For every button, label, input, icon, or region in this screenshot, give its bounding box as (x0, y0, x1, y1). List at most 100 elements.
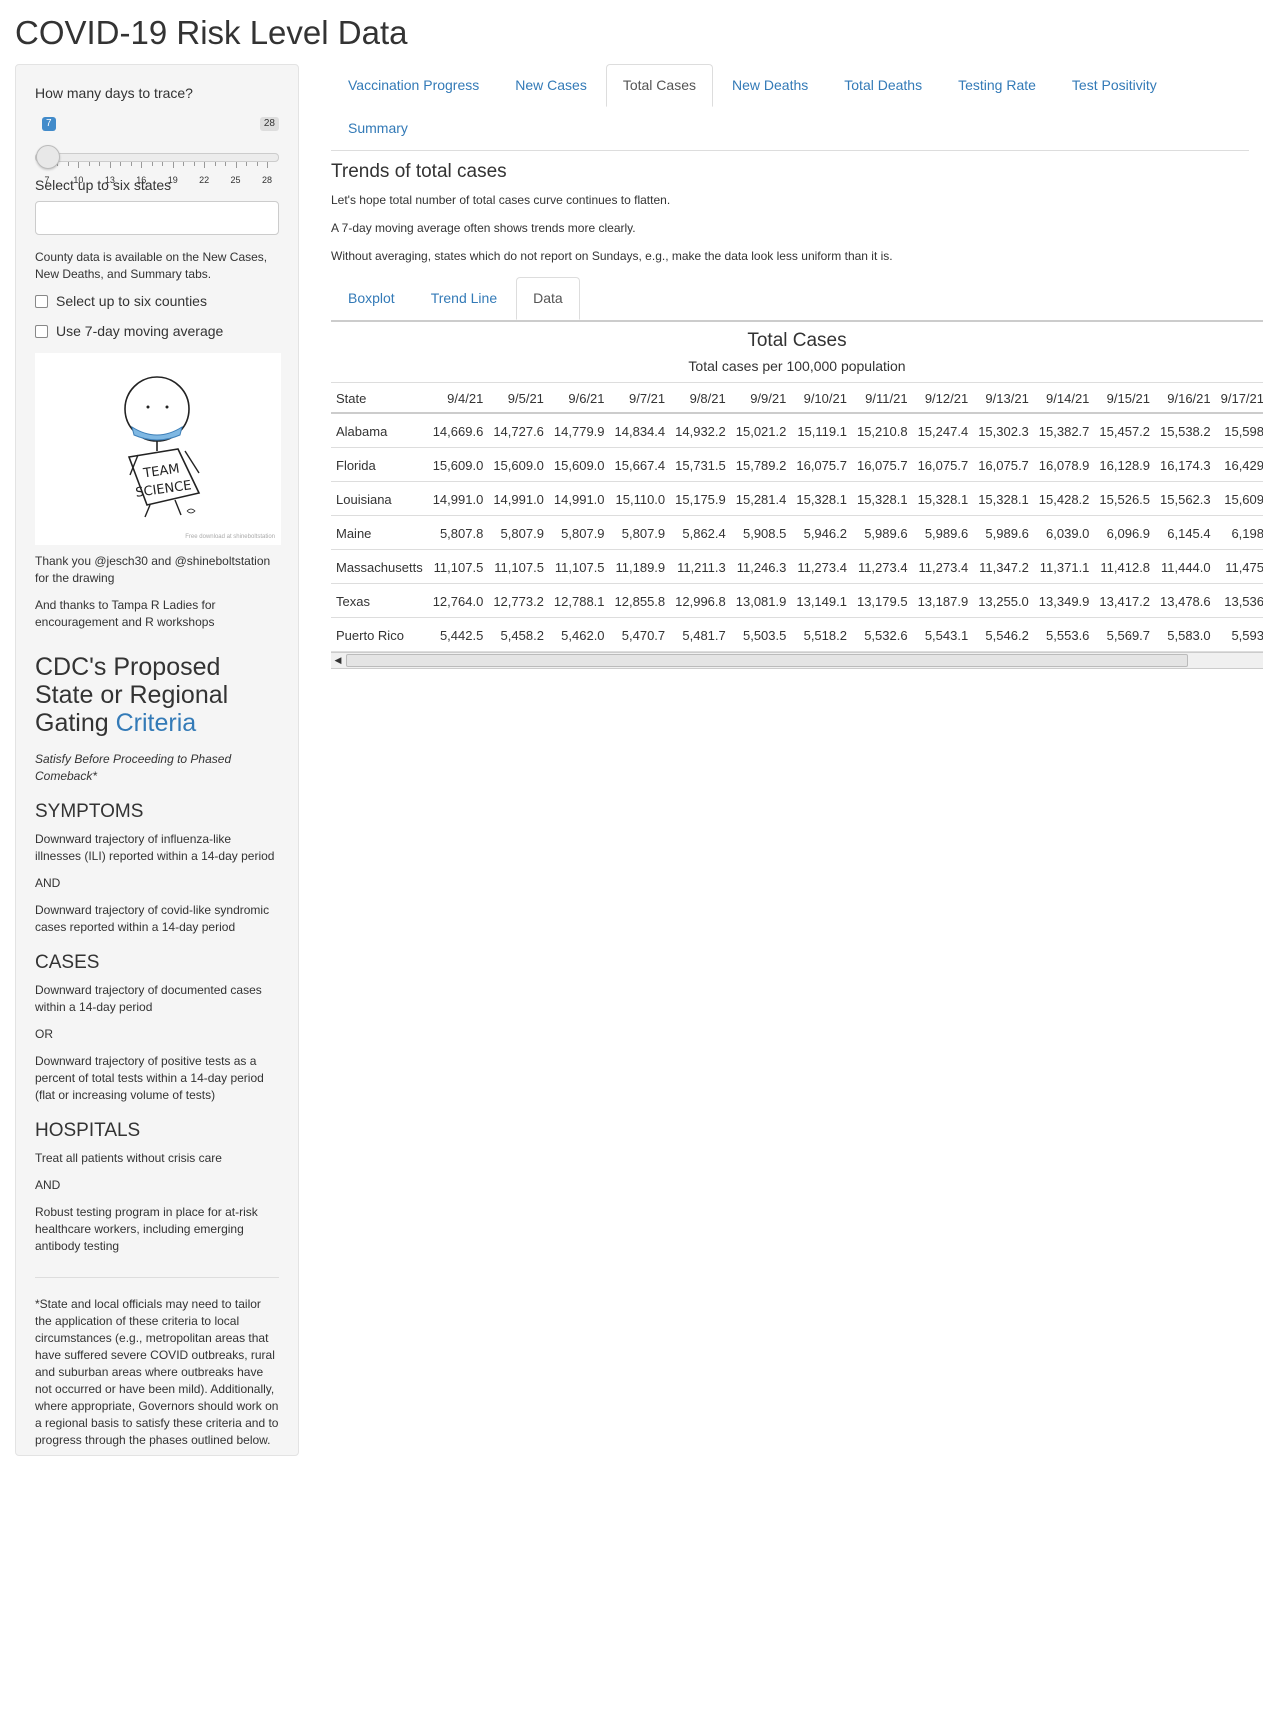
column-header-date[interactable]: 9/9/21 (730, 382, 792, 414)
value-cell: 6,039.0 (1033, 515, 1095, 550)
value-cell: 5,503.5 (730, 617, 792, 652)
value-cell: 16,078.9 (1033, 447, 1095, 482)
hospitals-criterion-1: Treat all patients without crisis care (35, 1151, 222, 1165)
scroll-left-arrow-icon[interactable]: ◀ (334, 655, 342, 665)
tab-total-deaths[interactable]: Total Deaths (844, 77, 923, 93)
column-header-date[interactable]: 9/11/21 (851, 382, 913, 414)
slider-tick (256, 162, 258, 166)
value-cell: 15,328.1 (791, 481, 852, 516)
tab-testing-rate[interactable]: Testing Rate (958, 77, 1036, 93)
value-cell: 5,807.9 (609, 515, 671, 550)
value-cell: 16,075.7 (851, 447, 913, 482)
value-cell: 16,174.3 (1155, 447, 1216, 482)
drawing-credit: Free download at shineboltstation (185, 534, 275, 540)
value-cell: 14,727.6 (488, 413, 549, 448)
subtab-trend-line[interactable]: Trend Line (430, 290, 498, 306)
column-header-date[interactable]: 9/14/21 (1033, 382, 1095, 414)
value-cell: 15,789.2 (730, 447, 792, 482)
slider-tick (99, 162, 101, 166)
value-cell: 5,583.0 (1155, 617, 1216, 652)
total-cases-table: State 9/4/21 9/5/21 9/6/21 9/7/21 9/8/21 9/9/2… (331, 382, 1263, 652)
symptoms-criterion-1: Downward trajectory of influenza-like il… (35, 832, 275, 863)
column-header-date[interactable]: 9/5/21 (488, 382, 549, 414)
value-cell: 15,731.5 (670, 447, 731, 482)
tab-summary[interactable]: Summary (348, 120, 408, 136)
value-cell: 11,444.0 (1155, 549, 1216, 584)
slider-tick (141, 162, 143, 168)
value-cell: 5,989.6 (912, 515, 974, 550)
table-row: Massachusetts 11,107.5 11,107.5 11,107.5 11,… (331, 549, 1263, 584)
symptoms-heading: SYMPTOMS (35, 801, 144, 822)
value-cell: 15,328.1 (973, 481, 1034, 516)
slider-tick-label: 13 (104, 175, 115, 185)
value-cell: 5,470.7 (609, 617, 671, 652)
criteria-link[interactable]: Criteria (115, 709, 197, 737)
cases-heading: CASES (35, 952, 100, 973)
column-header-date[interactable]: 9/6/21 (548, 382, 610, 414)
column-header-date[interactable]: 9/8/21 (670, 382, 731, 414)
value-cell: 15,598 (1215, 413, 1263, 448)
value-cell: 15,428.2 (1033, 481, 1095, 516)
state-cell: Puerto Rico (331, 617, 428, 652)
value-cell: 11,273.4 (912, 549, 974, 584)
value-cell: 5,807.8 (427, 515, 489, 550)
column-header-state[interactable]: State (331, 382, 428, 414)
subtab-boxplot[interactable]: Boxplot (348, 290, 395, 306)
subtab-data[interactable]: Data (516, 277, 580, 320)
column-header-date[interactable]: 9/10/21 (791, 382, 852, 414)
slider-tick (67, 162, 69, 166)
slider-tick-labels: 7 10 13 16 19 22 25 28 (35, 175, 279, 187)
stick-figure-illustration: TEAM SCIENCE (124, 376, 201, 518)
column-header-date[interactable]: 9/17/21 (1215, 382, 1263, 414)
column-header-date[interactable]: 9/13/21 (973, 382, 1034, 414)
data-table-container: Total Cases Total cases per 100,000 popu… (331, 322, 1263, 652)
slider-tick (214, 162, 216, 166)
counties-checkbox[interactable] (35, 294, 48, 308)
value-cell: 6,198 (1215, 515, 1263, 550)
table-body: Alabama 14,669.6 14,727.6 14,779.9 14,834.4 1… (331, 413, 1263, 652)
slider-tick (109, 162, 111, 168)
value-cell: 16,075.7 (973, 447, 1034, 482)
value-cell: 15,609 (1215, 481, 1263, 516)
counties-checkbox-label: Select up to six counties (56, 293, 207, 309)
column-header-date[interactable]: 9/16/21 (1155, 382, 1216, 414)
states-select-input[interactable] (35, 201, 279, 235)
value-cell: 15,609.0 (427, 447, 489, 482)
value-cell: 16,128.9 (1094, 447, 1156, 482)
value-cell: 16,429 (1215, 447, 1263, 482)
slider-tick (172, 162, 174, 168)
column-header-date[interactable]: 9/4/21 (427, 382, 489, 414)
horizontal-scrollbar[interactable]: ◀ (331, 652, 1263, 669)
value-cell: 5,908.5 (730, 515, 792, 550)
column-header-date[interactable]: 9/15/21 (1094, 382, 1156, 414)
tab-new-cases[interactable]: New Cases (515, 77, 587, 93)
slider-tick-label: 10 (73, 175, 84, 185)
tab-total-cases[interactable]: Total Cases (605, 64, 713, 107)
value-cell: 5,543.1 (912, 617, 974, 652)
days-slider[interactable]: 7 28 7 10 13 16 19 22 25 28 (35, 107, 279, 185)
slider-tick (151, 162, 153, 166)
column-header-date[interactable]: 9/12/21 (912, 382, 974, 414)
value-cell: 5,569.7 (1094, 617, 1156, 652)
tab-test-positivity[interactable]: Test Positivity (1071, 77, 1157, 93)
value-cell: 5,989.6 (851, 515, 913, 550)
value-cell: 15,119.1 (791, 413, 852, 448)
scrollbar-thumb[interactable] (346, 654, 1188, 667)
table-title: Total Cases (747, 330, 847, 351)
moving-average-checkbox-row[interactable]: Use 7-day moving average (35, 323, 279, 339)
value-cell: 5,807.9 (488, 515, 549, 550)
value-cell: 15,667.4 (609, 447, 671, 482)
slider-tick (183, 162, 185, 166)
tab-new-deaths[interactable]: New Deaths (732, 77, 809, 93)
value-cell: 11,107.5 (548, 549, 610, 584)
moving-average-checkbox[interactable] (35, 324, 48, 338)
value-cell: 12,773.2 (488, 583, 549, 618)
info-text-1: Let's hope total number of total cases c… (331, 193, 671, 207)
column-header-date[interactable]: 9/7/21 (609, 382, 671, 414)
slider-handle[interactable] (36, 145, 60, 169)
tab-vaccination-progress[interactable]: Vaccination Progress (348, 77, 480, 93)
moving-average-checkbox-label: Use 7-day moving average (56, 323, 224, 339)
slider-track[interactable] (35, 153, 279, 162)
counties-checkbox-row[interactable]: Select up to six counties (35, 293, 279, 309)
value-cell: 11,273.4 (791, 549, 852, 584)
